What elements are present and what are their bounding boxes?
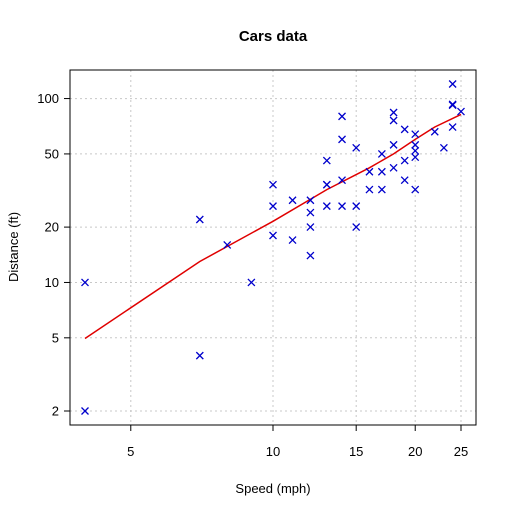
data-point [352,223,361,232]
x-tick-label: 25 [454,444,468,459]
y-tick-label: 5 [52,330,59,345]
data-point [411,185,420,194]
data-point [81,407,89,415]
data-point [195,215,204,224]
data-point [306,223,315,232]
y-tick-label: 2 [52,404,59,419]
data-point [400,156,409,165]
data-point [411,153,420,162]
data-point [400,125,409,134]
x-tick-label: 20 [408,444,422,459]
data-point [81,278,89,287]
x-tick-label: 15 [349,444,363,459]
data-point [411,146,420,155]
data-point [322,156,331,165]
y-axis: 2 5 10 20 50 100 [37,91,70,419]
data-point [322,180,331,189]
chart-title: Cars data [239,28,308,45]
data-point [389,163,398,172]
data-point [306,251,315,260]
data-point [400,176,409,185]
data-point [352,202,361,211]
x-axis: 5 10 15 20 25 [127,425,468,459]
data-point [448,80,457,88]
data-point [195,351,204,360]
data-point [269,180,277,189]
y-tick-label: 50 [45,146,59,161]
y-axis-label: Distance (ft) [6,212,21,282]
x-axis-label: Speed (mph) [235,481,310,496]
data-point [411,130,420,139]
data-point [338,112,346,121]
data-point [457,107,465,116]
data-point [439,143,448,152]
data-point [338,202,346,211]
y-tick-label: 20 [45,220,59,235]
data-point [338,135,346,144]
data-point [269,231,277,240]
x-tick-label: 5 [127,444,134,459]
grid-lines [70,70,476,425]
data-point [352,143,361,152]
data-point [430,127,439,136]
data-point [365,185,374,194]
data-point [448,100,457,109]
data-point [322,202,331,211]
y-tick-label: 100 [37,91,59,106]
data-point [223,240,232,249]
data-point [288,236,297,245]
data-point [269,202,277,211]
data-point [389,140,398,149]
y-tick-label: 10 [45,275,59,290]
data-point [365,167,374,176]
data-point [288,196,297,205]
data-point [338,176,346,185]
data-point [247,278,256,287]
data-point [448,123,457,132]
data-point [411,140,420,149]
data-point [377,149,386,158]
data-point [306,208,315,217]
data-point [389,108,398,117]
data-point [306,196,315,205]
data-point [389,116,398,125]
data-point [377,167,386,176]
x-tick-label: 10 [266,444,280,459]
data-points [81,80,465,415]
data-point [377,185,386,194]
